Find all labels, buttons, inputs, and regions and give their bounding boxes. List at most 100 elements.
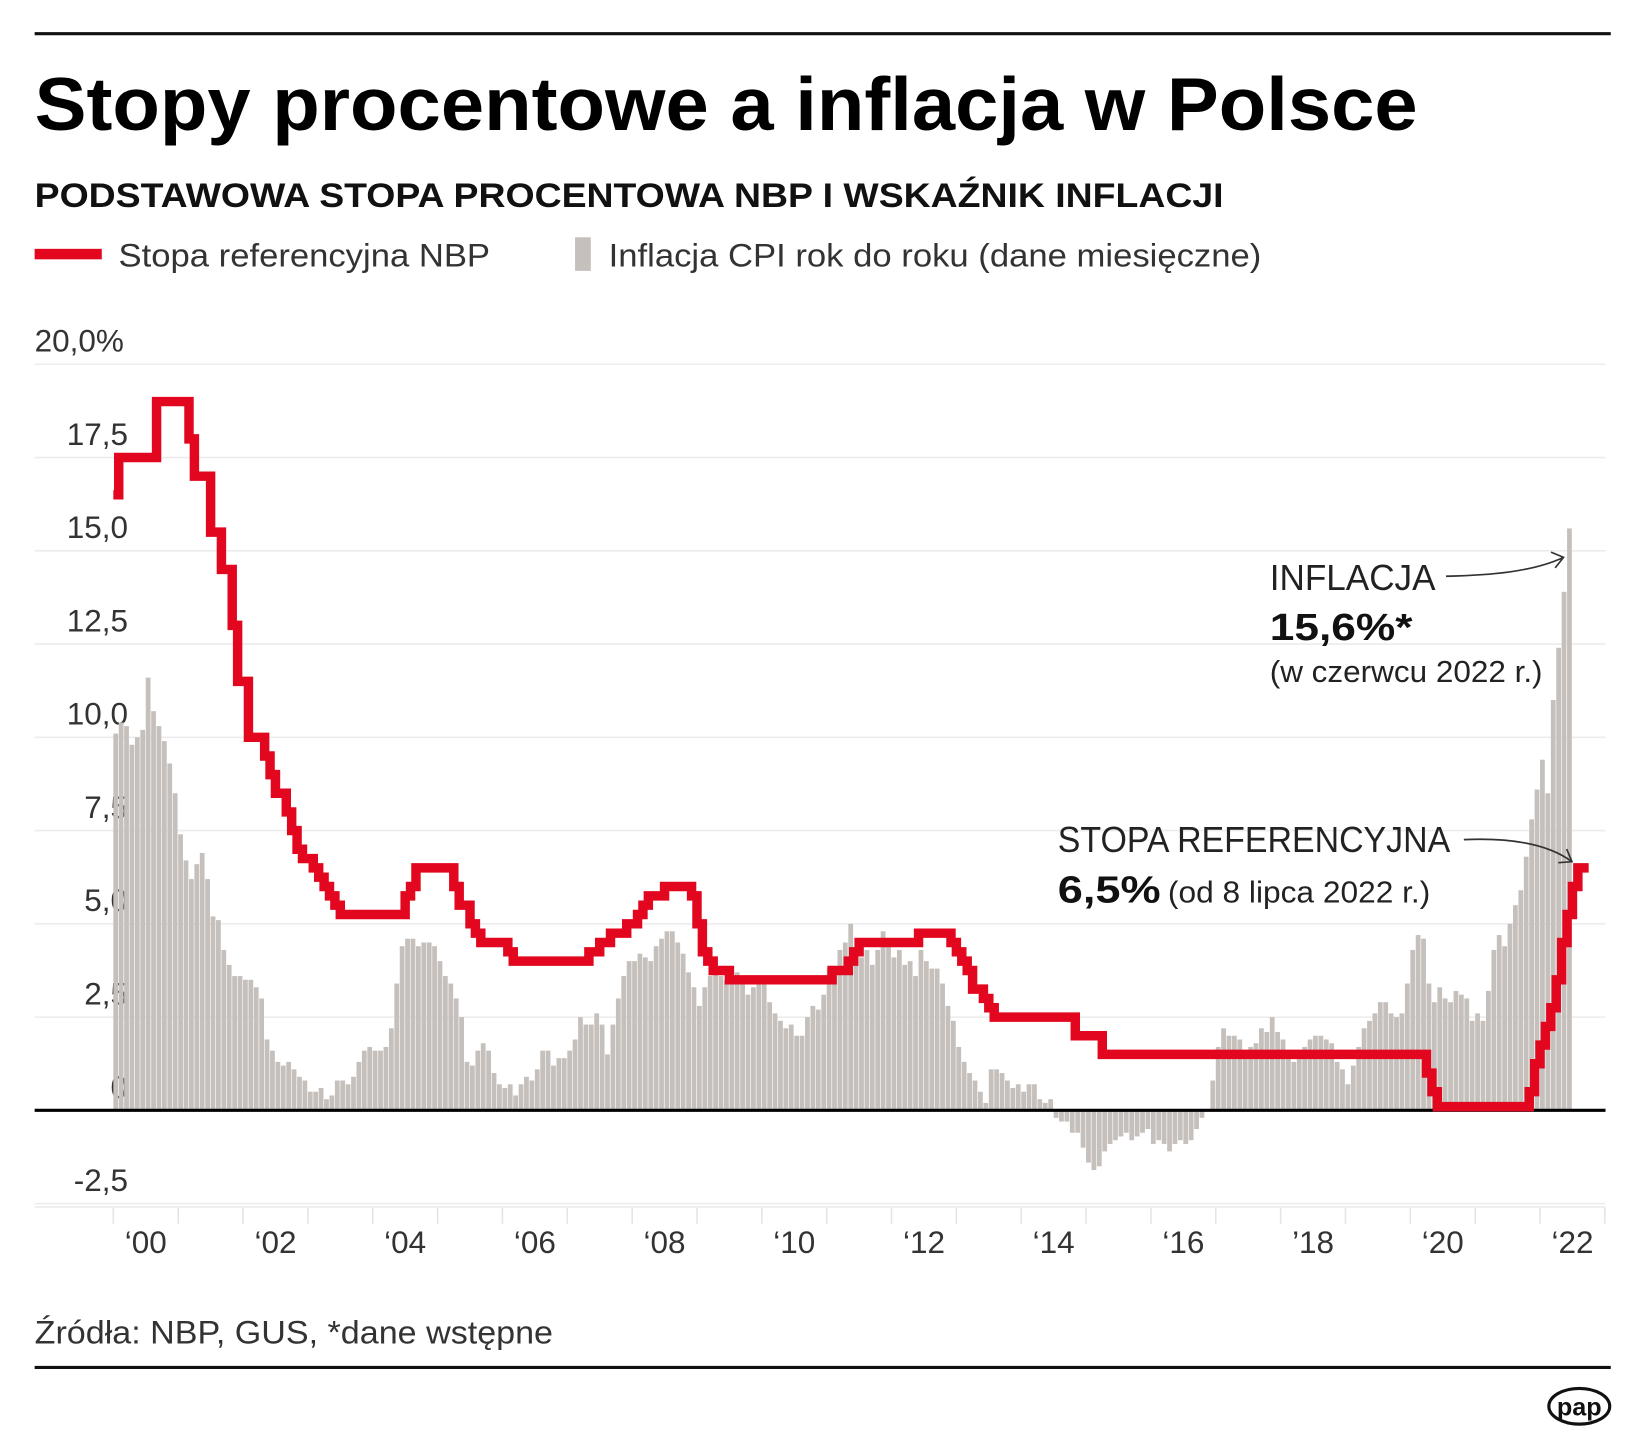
inflation-bar bbox=[529, 1080, 535, 1111]
inflation-bar bbox=[669, 931, 675, 1111]
inflation-bar bbox=[637, 953, 643, 1111]
inflation-bar bbox=[972, 1080, 978, 1111]
x-tick-label: ‘06 bbox=[514, 1225, 556, 1260]
inflation-bar bbox=[459, 1017, 464, 1111]
inflation-bar bbox=[426, 942, 432, 1111]
inflation-bar bbox=[594, 1013, 600, 1111]
inflation-bar bbox=[805, 1017, 810, 1111]
annotation-inflation-label: INFLACJA bbox=[1270, 558, 1436, 598]
inflation-bar bbox=[270, 1050, 275, 1111]
inflation-bar bbox=[1540, 759, 1545, 1111]
inflation-bar bbox=[1237, 1039, 1243, 1111]
inflation-bar bbox=[372, 1050, 378, 1111]
inflation-bar bbox=[1518, 890, 1524, 1111]
inflation-bar bbox=[632, 961, 637, 1111]
inflation-bar bbox=[588, 1024, 594, 1111]
inflation-bar bbox=[923, 961, 929, 1111]
y-tick-label: 15,0 bbox=[67, 510, 128, 545]
x-tick-label: ’18 bbox=[1292, 1225, 1334, 1260]
inflation-bar bbox=[918, 949, 924, 1111]
inflation-bar bbox=[675, 942, 681, 1111]
inflation-bar bbox=[302, 1080, 308, 1111]
inflation-bar bbox=[264, 1039, 270, 1111]
inflation-bar bbox=[1069, 1110, 1075, 1133]
inflation-bar bbox=[1280, 1039, 1286, 1111]
inflation-bar bbox=[486, 1050, 491, 1111]
inflation-bar bbox=[707, 976, 713, 1111]
inflation-bar bbox=[1264, 1032, 1270, 1111]
inflation-bar bbox=[1507, 923, 1513, 1111]
inflation-bar bbox=[1561, 591, 1567, 1111]
inflation-bar bbox=[1394, 1017, 1399, 1111]
inflation-bar bbox=[405, 938, 410, 1111]
legend: Stopa referencyjna NBP Inflacja CPI rok … bbox=[34, 237, 1261, 274]
inflation-bar bbox=[999, 1073, 1005, 1111]
inflation-bar bbox=[1215, 1046, 1221, 1111]
inflation-bar bbox=[751, 987, 756, 1111]
inflation-bar bbox=[1404, 983, 1410, 1111]
annotation-rate: STOPA REFERENCYJNA 6,5% (od 8 lipca 2022… bbox=[1058, 820, 1574, 912]
arrow-rate bbox=[1463, 838, 1574, 864]
inflation-bar bbox=[724, 979, 729, 1111]
inflation-bar bbox=[1502, 946, 1507, 1111]
inflation-bar bbox=[1475, 1013, 1480, 1111]
inflation-bar bbox=[664, 931, 670, 1111]
inflation-bar bbox=[470, 1065, 475, 1111]
inflation-bar bbox=[1199, 1110, 1205, 1118]
inflation-bar bbox=[1307, 1039, 1313, 1111]
inflation-bar bbox=[1410, 949, 1416, 1111]
y-tick-label: -2,5 bbox=[74, 1163, 128, 1198]
gridlines bbox=[34, 363, 1606, 1205]
inflation-bar bbox=[994, 1069, 999, 1111]
inflation-bar bbox=[761, 979, 767, 1111]
x-tick-label: ‘12 bbox=[903, 1225, 945, 1260]
inflation-bar bbox=[1080, 1110, 1086, 1148]
inflation-bar bbox=[1269, 1017, 1275, 1111]
inflation-bar bbox=[653, 946, 659, 1111]
inflation-bars bbox=[113, 528, 1572, 1171]
x-axis-ticks: ‘00 ‘02 ‘04 ‘06 ‘08 ‘10 ‘12 ‘14 ‘16 ’18 ‘20 ‘22 bbox=[34, 1206, 1606, 1260]
inflation-bar bbox=[480, 1043, 486, 1111]
inflation-bar bbox=[545, 1050, 551, 1111]
inflation-bar bbox=[399, 946, 405, 1111]
inflation-bar bbox=[134, 737, 140, 1111]
inflation-bar bbox=[832, 976, 837, 1111]
inflation-bar bbox=[1167, 1110, 1172, 1152]
inflation-bar bbox=[415, 946, 421, 1111]
inflation-bar bbox=[875, 949, 881, 1111]
inflation-bar bbox=[891, 957, 897, 1111]
inflation-bar bbox=[572, 1039, 578, 1111]
inflation-bar bbox=[113, 733, 119, 1111]
inflation-bar bbox=[534, 1069, 540, 1111]
inflation-bar bbox=[1210, 1080, 1216, 1111]
inflation-bar bbox=[1048, 1099, 1054, 1111]
inflation-bar bbox=[1150, 1110, 1156, 1144]
legend-label-rate: Stopa referencyjna NBP bbox=[119, 238, 490, 274]
inflation-bar bbox=[967, 1073, 972, 1111]
inflation-bar bbox=[442, 976, 448, 1111]
inflation-bar bbox=[1318, 1035, 1324, 1111]
inflation-bar bbox=[859, 957, 864, 1111]
inflation-bar bbox=[183, 860, 189, 1111]
inflation-bar bbox=[713, 961, 718, 1111]
x-tick-label: ‘02 bbox=[254, 1225, 296, 1260]
inflation-bar bbox=[1291, 1061, 1297, 1111]
y-tick-label: 17,5 bbox=[67, 417, 128, 452]
inflation-bar bbox=[988, 1069, 994, 1111]
inflation-bar bbox=[1005, 1080, 1010, 1111]
inflation-bar bbox=[794, 1035, 800, 1111]
x-tick-label: ‘20 bbox=[1422, 1225, 1464, 1260]
inflation-bar bbox=[513, 1095, 519, 1111]
inflation-bar bbox=[1232, 1035, 1237, 1111]
inflation-bar bbox=[280, 1065, 286, 1111]
inflation-bar bbox=[940, 983, 945, 1111]
inflation-bar bbox=[718, 976, 724, 1111]
inflation-bar bbox=[1010, 1087, 1016, 1111]
inflation-bar bbox=[1042, 1102, 1048, 1111]
x-tick-label: ‘16 bbox=[1162, 1225, 1204, 1260]
inflation-bar bbox=[1534, 789, 1540, 1111]
inflation-bar bbox=[961, 1061, 967, 1111]
inflation-bar bbox=[907, 961, 913, 1111]
inflation-bar bbox=[772, 1013, 778, 1111]
inflation-bar bbox=[1350, 1065, 1356, 1111]
